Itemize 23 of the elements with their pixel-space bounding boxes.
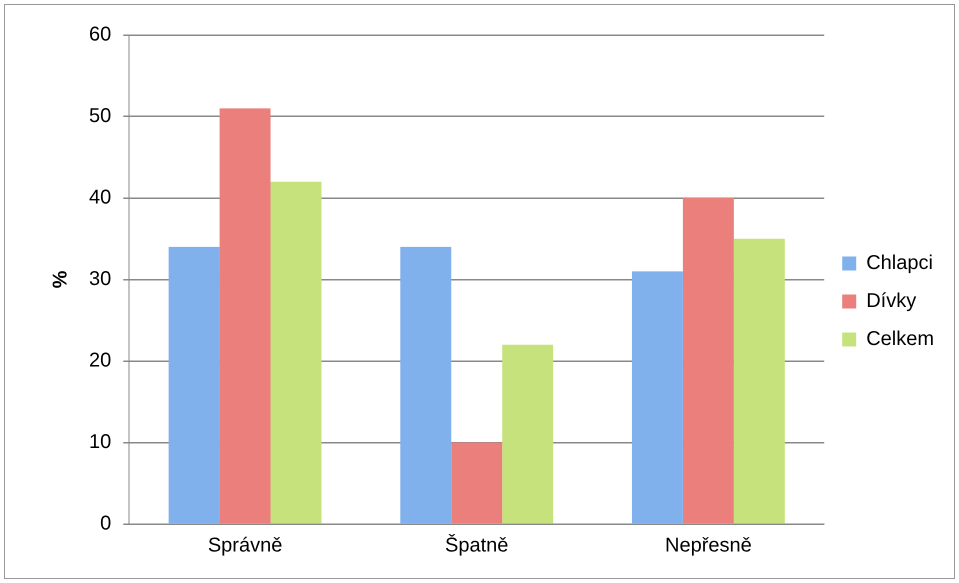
y-axis-title: %	[50, 270, 72, 288]
bar	[400, 246, 452, 524]
bar	[734, 238, 785, 524]
y-tick-label: 60	[88, 24, 112, 46]
bar	[502, 344, 554, 524]
x-tick-label: Nepřesně	[665, 534, 752, 557]
x-tick-label: Správně	[208, 534, 282, 557]
y-tick-label: 20	[88, 350, 112, 372]
bar	[632, 271, 683, 524]
legend-label: Dívky	[866, 290, 916, 312]
y-tick-label: 30	[88, 268, 112, 290]
y-tick-label: 40	[88, 186, 112, 209]
bar	[168, 246, 220, 524]
legend-label: Chlapci	[866, 252, 933, 274]
y-tick-label: 10	[88, 431, 112, 454]
bar	[682, 198, 734, 524]
bar	[270, 182, 322, 524]
y-tick-label: 0	[100, 512, 112, 535]
y-tick-label: 50	[88, 105, 112, 128]
legend-label: Celkem	[866, 328, 934, 350]
bar	[220, 108, 271, 524]
bar	[451, 442, 502, 524]
x-tick-label: Špatně	[445, 534, 508, 557]
